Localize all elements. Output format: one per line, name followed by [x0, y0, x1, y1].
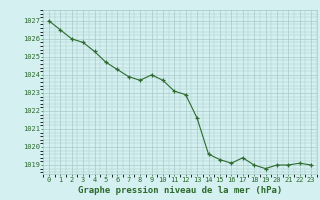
X-axis label: Graphe pression niveau de la mer (hPa): Graphe pression niveau de la mer (hPa) [78, 186, 282, 195]
